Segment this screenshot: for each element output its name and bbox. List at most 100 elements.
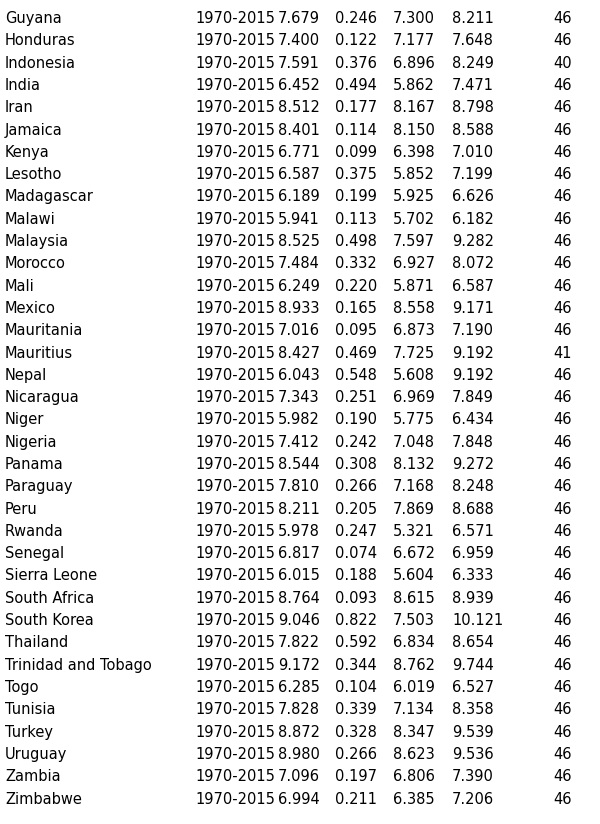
Text: Malawi: Malawi <box>5 212 56 227</box>
Text: 6.385: 6.385 <box>393 792 434 807</box>
Text: 46: 46 <box>553 301 571 316</box>
Text: South Korea: South Korea <box>5 613 94 628</box>
Text: 1970-2015: 1970-2015 <box>195 569 275 583</box>
Text: 8.939: 8.939 <box>452 591 494 606</box>
Text: 8.764: 8.764 <box>278 591 320 606</box>
Text: 7.591: 7.591 <box>278 55 320 71</box>
Text: 0.093: 0.093 <box>335 591 377 606</box>
Text: 0.308: 0.308 <box>335 457 377 472</box>
Text: 1970-2015: 1970-2015 <box>195 190 275 204</box>
Text: 7.484: 7.484 <box>278 256 320 271</box>
Text: Morocco: Morocco <box>5 256 66 271</box>
Text: Nepal: Nepal <box>5 368 47 383</box>
Text: 6.927: 6.927 <box>393 256 435 271</box>
Text: 46: 46 <box>553 702 571 718</box>
Text: 1970-2015: 1970-2015 <box>195 724 275 740</box>
Text: 1970-2015: 1970-2015 <box>195 524 275 539</box>
Text: 7.822: 7.822 <box>278 635 320 650</box>
Text: 8.623: 8.623 <box>393 747 435 762</box>
Text: 1970-2015: 1970-2015 <box>195 546 275 561</box>
Text: 7.134: 7.134 <box>393 702 435 718</box>
Text: 1970-2015: 1970-2015 <box>195 368 275 383</box>
Text: 8.427: 8.427 <box>278 345 320 361</box>
Text: 7.849: 7.849 <box>452 390 494 405</box>
Text: 0.548: 0.548 <box>335 368 377 383</box>
Text: 6.015: 6.015 <box>278 569 320 583</box>
Text: 6.333: 6.333 <box>452 569 493 583</box>
Text: 5.862: 5.862 <box>393 78 435 93</box>
Text: 41: 41 <box>553 345 571 361</box>
Text: 8.512: 8.512 <box>278 101 320 115</box>
Text: 6.019: 6.019 <box>393 680 435 695</box>
Text: Thailand: Thailand <box>5 635 68 650</box>
Text: Jamaica: Jamaica <box>5 123 63 138</box>
Text: 1970-2015: 1970-2015 <box>195 747 275 762</box>
Text: Lesotho: Lesotho <box>5 167 62 182</box>
Text: 46: 46 <box>553 502 571 517</box>
Text: 1970-2015: 1970-2015 <box>195 680 275 695</box>
Text: India: India <box>5 78 41 93</box>
Text: 8.933: 8.933 <box>278 301 320 316</box>
Text: 6.994: 6.994 <box>278 792 320 807</box>
Text: 8.072: 8.072 <box>452 256 494 271</box>
Text: Panama: Panama <box>5 457 64 472</box>
Text: 9.744: 9.744 <box>452 658 494 672</box>
Text: 1970-2015: 1970-2015 <box>195 212 275 227</box>
Text: 9.192: 9.192 <box>452 345 494 361</box>
Text: 46: 46 <box>553 145 571 160</box>
Text: 0.205: 0.205 <box>335 502 377 517</box>
Text: 7.016: 7.016 <box>278 323 320 338</box>
Text: Zambia: Zambia <box>5 769 61 784</box>
Text: 5.852: 5.852 <box>393 167 435 182</box>
Text: 1970-2015: 1970-2015 <box>195 78 275 93</box>
Text: 6.587: 6.587 <box>452 279 494 293</box>
Text: 1970-2015: 1970-2015 <box>195 502 275 517</box>
Text: 9.272: 9.272 <box>452 457 494 472</box>
Text: 5.941: 5.941 <box>278 212 320 227</box>
Text: 6.834: 6.834 <box>393 635 434 650</box>
Text: 0.099: 0.099 <box>335 145 377 160</box>
Text: 1970-2015: 1970-2015 <box>195 792 275 807</box>
Text: 0.375: 0.375 <box>335 167 377 182</box>
Text: 7.343: 7.343 <box>278 390 320 405</box>
Text: 6.452: 6.452 <box>278 78 320 93</box>
Text: Mauritius: Mauritius <box>5 345 73 361</box>
Text: 46: 46 <box>553 190 571 204</box>
Text: 0.197: 0.197 <box>335 769 377 784</box>
Text: 1970-2015: 1970-2015 <box>195 435 275 450</box>
Text: 7.190: 7.190 <box>452 323 494 338</box>
Text: 46: 46 <box>553 480 571 494</box>
Text: 46: 46 <box>553 680 571 695</box>
Text: 46: 46 <box>553 279 571 293</box>
Text: Iran: Iran <box>5 101 34 115</box>
Text: 6.043: 6.043 <box>278 368 320 383</box>
Text: 46: 46 <box>553 123 571 138</box>
Text: Paraguay: Paraguay <box>5 480 74 494</box>
Text: 6.182: 6.182 <box>452 212 494 227</box>
Text: 46: 46 <box>553 33 571 49</box>
Text: 0.220: 0.220 <box>335 279 377 293</box>
Text: Senegal: Senegal <box>5 546 64 561</box>
Text: 0.376: 0.376 <box>335 55 377 71</box>
Text: 7.725: 7.725 <box>393 345 435 361</box>
Text: Trinidad and Tobago: Trinidad and Tobago <box>5 658 152 672</box>
Text: 7.010: 7.010 <box>452 145 494 160</box>
Text: 6.398: 6.398 <box>393 145 434 160</box>
Text: 0.339: 0.339 <box>335 702 377 718</box>
Text: 46: 46 <box>553 613 571 628</box>
Text: 0.211: 0.211 <box>335 792 377 807</box>
Text: Mali: Mali <box>5 279 35 293</box>
Text: 46: 46 <box>553 167 571 182</box>
Text: 1970-2015: 1970-2015 <box>195 613 275 628</box>
Text: 9.172: 9.172 <box>278 658 320 672</box>
Text: Mexico: Mexico <box>5 301 56 316</box>
Text: Niger: Niger <box>5 412 44 428</box>
Text: 0.344: 0.344 <box>335 658 377 672</box>
Text: 1970-2015: 1970-2015 <box>195 658 275 672</box>
Text: 5.982: 5.982 <box>278 412 320 428</box>
Text: Sierra Leone: Sierra Leone <box>5 569 97 583</box>
Text: 6.571: 6.571 <box>452 524 494 539</box>
Text: Nicaragua: Nicaragua <box>5 390 80 405</box>
Text: 6.896: 6.896 <box>393 55 435 71</box>
Text: 8.762: 8.762 <box>393 658 435 672</box>
